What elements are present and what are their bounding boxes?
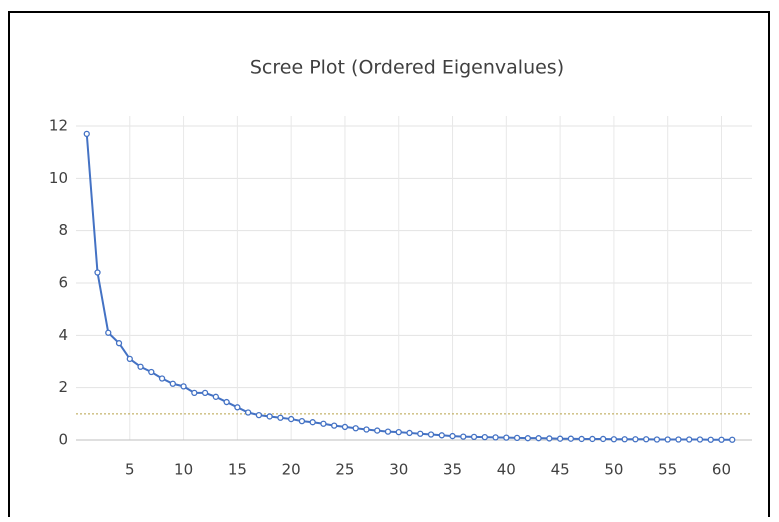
x-tick-label: 60 (712, 461, 731, 479)
point-marker (460, 433, 467, 440)
y-tick-label: 2 (58, 378, 68, 396)
point-marker (363, 426, 370, 433)
point-marker (675, 436, 682, 443)
point-marker (298, 418, 306, 425)
point-marker (707, 436, 714, 443)
x-tick-label: 10 (174, 461, 193, 479)
y-tick-label: 10 (49, 169, 68, 187)
point-marker (686, 436, 693, 443)
point-marker (427, 431, 435, 438)
point-marker (438, 432, 445, 439)
point-marker (234, 404, 241, 411)
point-marker (610, 436, 618, 443)
point-marker (643, 436, 650, 443)
point-marker (589, 435, 596, 443)
point-marker (341, 423, 349, 431)
point-marker (158, 375, 166, 382)
point-marker (374, 427, 381, 434)
point-marker (137, 363, 144, 370)
point-marker (255, 411, 263, 419)
point-marker (556, 435, 564, 442)
point-marker (535, 435, 542, 442)
point-marker (449, 432, 456, 440)
point-marker (696, 436, 704, 443)
point-marker (212, 393, 220, 400)
point-marker (384, 428, 392, 435)
y-tick-label: 4 (58, 326, 68, 344)
point-marker (201, 389, 209, 397)
x-tick-label: 40 (497, 461, 516, 479)
point-marker (653, 436, 661, 443)
point-marker (266, 413, 273, 420)
x-tick-label: 25 (335, 461, 354, 479)
point-marker (148, 368, 155, 376)
point-marker (169, 380, 176, 387)
point-marker (94, 269, 101, 276)
x-tick-label: 30 (389, 461, 408, 479)
point-marker (481, 433, 488, 441)
x-tick-label: 55 (658, 461, 677, 479)
point-marker (83, 130, 90, 138)
point-marker (406, 429, 413, 437)
x-tick-label: 20 (282, 461, 301, 479)
point-marker (180, 383, 187, 390)
point-marker (567, 435, 575, 442)
point-marker (126, 355, 133, 363)
x-tick-label: 35 (443, 461, 462, 479)
point-marker (395, 428, 402, 436)
point-marker (632, 436, 639, 443)
point-marker (599, 435, 607, 443)
point-marker (546, 435, 553, 442)
point-marker (105, 329, 112, 336)
y-tick-label: 6 (58, 274, 68, 292)
point-marker (320, 420, 327, 427)
point-marker (664, 436, 671, 443)
point-marker (115, 340, 123, 347)
point-marker (729, 436, 736, 443)
y-tick-label: 12 (49, 117, 68, 135)
point-marker (718, 436, 725, 443)
point-marker (309, 419, 316, 426)
point-marker (503, 434, 510, 441)
point-marker (244, 409, 252, 416)
point-marker (288, 415, 295, 423)
point-marker (191, 389, 198, 397)
x-tick-label: 5 (125, 461, 135, 479)
point-marker (417, 430, 424, 437)
chart-frame (8, 11, 770, 522)
point-marker (578, 435, 585, 443)
point-marker (621, 436, 628, 443)
y-tick-label: 8 (58, 221, 68, 239)
point-marker (223, 398, 230, 406)
point-marker (524, 435, 531, 442)
x-tick-label: 45 (551, 461, 570, 479)
point-marker (470, 433, 478, 441)
point-marker (492, 434, 499, 441)
x-tick-label: 50 (604, 461, 623, 479)
point-marker (331, 422, 338, 429)
x-tick-label: 15 (228, 461, 247, 479)
chart-title: Scree Plot (Ordered Eigenvalues) (250, 57, 564, 79)
y-tick-label: 0 (58, 431, 68, 449)
point-marker (513, 434, 521, 442)
point-marker (277, 414, 284, 421)
point-marker (352, 425, 359, 432)
